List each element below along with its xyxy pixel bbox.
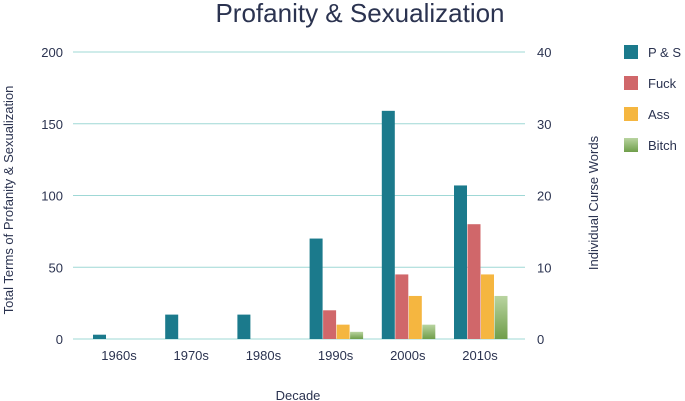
bar-fuck-2010s: [467, 224, 481, 339]
y2-tick-label: 40: [537, 45, 551, 60]
x-tick-label: 2010s: [462, 348, 498, 363]
bar-ps-2000s: [381, 110, 395, 340]
y-tick-label: 200: [41, 45, 63, 60]
x-tick-label: 1990s: [318, 348, 354, 363]
x-tick-label: 1980s: [246, 348, 282, 363]
y2-axis-label: Individual Curse Words: [586, 135, 601, 270]
y-tick-label: 150: [41, 117, 63, 132]
bar-fuck-2000s: [395, 274, 409, 339]
y-tick-label: 100: [41, 189, 63, 204]
legend: P & S Fuck Ass Bitch: [624, 45, 681, 153]
y-axis-ticks: 0 50 100 150 200: [41, 45, 63, 347]
y2-tick-label: 30: [537, 117, 551, 132]
bar-bitch-1990s: [350, 331, 364, 339]
x-axis-ticks: 1960s 1970s 1980s 1990s 2000s 2010s: [101, 348, 498, 363]
bar-ps-1980s: [237, 314, 251, 339]
bars: [93, 110, 508, 340]
bar-ps-2010s: [454, 185, 467, 339]
legend-label: P & S: [648, 45, 681, 60]
chart-title: Profanity & Sexualization: [215, 0, 504, 28]
legend-swatch: [624, 76, 638, 90]
bar-ass-1990s: [336, 324, 350, 339]
bar-fuck-1990s: [323, 310, 337, 339]
y2-axis-ticks: 0 10 20 30 40: [537, 45, 551, 347]
legend-label: Fuck: [648, 76, 677, 91]
legend-swatch: [624, 45, 638, 59]
x-tick-label: 1970s: [173, 348, 209, 363]
y-axis-label: Total Terms of Profanity & Sexualization: [1, 86, 16, 315]
legend-label: Ass: [648, 107, 670, 122]
bar-ps-1960s: [93, 334, 106, 339]
x-tick-label: 1960s: [101, 348, 137, 363]
x-axis-label: Decade: [276, 388, 321, 401]
y-tick-label: 50: [49, 260, 63, 275]
bar-ass-2000s: [408, 295, 422, 339]
bar-ps-1970s: [165, 314, 179, 339]
bar-bitch-2000s: [422, 324, 436, 339]
legend-label: Bitch: [648, 138, 677, 153]
bar-bitch-2010s: [494, 295, 508, 339]
y2-tick-label: 10: [537, 260, 551, 275]
bar-ass-2010s: [481, 274, 494, 339]
y2-tick-label: 20: [537, 189, 551, 204]
y-tick-label: 0: [56, 332, 63, 347]
x-tick-label: 2000s: [390, 348, 426, 363]
y2-tick-label: 0: [537, 332, 544, 347]
legend-swatch: [624, 107, 638, 121]
bar-ps-1990s: [309, 238, 323, 339]
gridlines: [73, 51, 525, 340]
legend-swatch: [624, 138, 638, 152]
